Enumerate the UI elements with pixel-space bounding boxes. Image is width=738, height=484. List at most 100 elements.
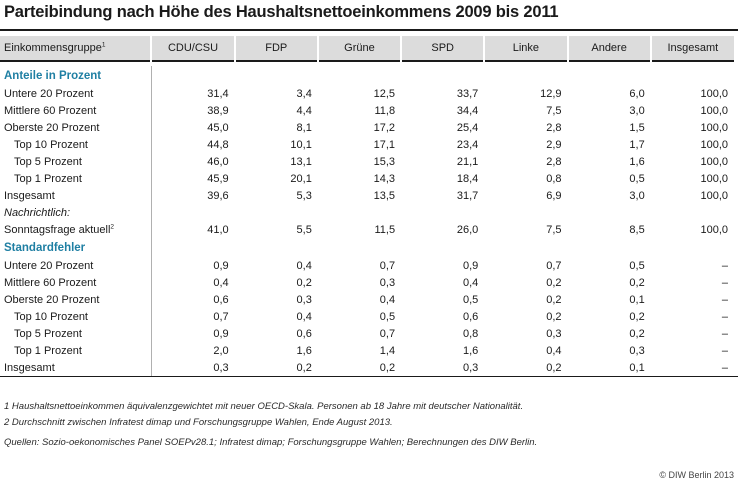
table-cell: 31,4 [207, 88, 229, 101]
table-cell: 21,1 [456, 156, 479, 168]
table-cell: 12,5 [373, 88, 396, 101]
table-cell: 0,1 [629, 294, 645, 307]
table-cell: 41,0 [207, 223, 229, 236]
table-cell: 38,9 [207, 105, 229, 118]
table-cell: 3,4 [296, 88, 312, 101]
table-cell: 2,9 [546, 139, 562, 152]
table-cell: 13,5 [373, 189, 396, 202]
table-row: Top 5 Prozent 46,0 13,1 15,3 21,1 2,8 1,6 100,0 [0, 153, 734, 171]
row-label: Top 1 Prozent [0, 342, 152, 360]
table-cell: 0,4 [296, 260, 312, 273]
table-cell: 1,4 [379, 344, 396, 357]
table-cell: 17,1 [373, 139, 396, 152]
row-label: Sonntagsfrage aktuell2 [0, 221, 152, 239]
table-cell: 100,0 [700, 88, 728, 101]
table-cell: 7,5 [546, 105, 562, 118]
table-cell: 3,0 [629, 189, 645, 202]
header-cdu-csu: CDU/CSU [150, 36, 235, 61]
table-cell: 0,2 [296, 277, 312, 290]
table-row: Top 1 Prozent 2,0 1,6 1,4 1,6 0,4 0,3 – [0, 342, 734, 360]
table-cell: 5,3 [296, 189, 312, 202]
table-row: Top 10 Prozent 0,7 0,4 0,5 0,6 0,2 0,2 – [0, 308, 734, 326]
footnote-1: 1 Haushaltsnettoeinkommen äquivalenzgewi… [4, 401, 524, 412]
sources-note: Quellen: Sozio-oekonomisches Panel SOEPv… [4, 437, 538, 448]
table-cell: 0,2 [296, 361, 312, 374]
table-cell: 44,8 [207, 139, 229, 152]
row-label: Untere 20 Prozent [0, 86, 152, 103]
header-andere: Andere [566, 36, 651, 61]
table-cell: 45,0 [207, 122, 229, 135]
table-cell: 0,8 [546, 172, 562, 185]
table-cell: 0,7 [379, 260, 396, 273]
table-row: Oberste 20 Prozent 45,0 8,1 17,2 25,4 2,8 1,5 1… [0, 119, 734, 137]
table-cell: 0,5 [379, 311, 396, 324]
table-cell: – [721, 294, 728, 307]
table-cell: 0,2 [629, 328, 645, 341]
table-cell: 0,7 [379, 328, 396, 341]
table-cell: 100,0 [700, 172, 728, 185]
table-cell: 0,3 [462, 361, 479, 374]
table-cell: 8,1 [296, 122, 312, 135]
table-row: Oberste 20 Prozent 0,6 0,3 0,4 0,5 0,2 0,1 – [0, 291, 734, 309]
table-cell: 25,4 [456, 122, 479, 135]
table-cell: 0,4 [546, 344, 562, 357]
table-cell: 0,7 [546, 260, 562, 273]
nachrichtlich-row: Nachrichtlich: [0, 204, 734, 222]
table-cell: 0,5 [629, 260, 645, 273]
table-cell: 0,2 [546, 277, 562, 290]
copyright: © DIW Berlin 2013 [659, 470, 734, 480]
table-cell: 0,9 [462, 260, 479, 273]
table-cell: 46,0 [207, 156, 229, 168]
table-cell: 10,1 [290, 139, 312, 152]
header-linke: Linke [483, 36, 568, 61]
table-cell: 39,6 [207, 189, 229, 202]
table-row: Untere 20 Prozent 31,4 3,4 12,5 33,7 12,9 6,0 1… [0, 86, 734, 103]
section-standardfehler-label: Standardfehler [0, 238, 152, 259]
table-cell: 0,4 [462, 277, 479, 290]
table-row: Insgesamt 39,6 5,3 13,5 31,7 6,9 3,0 100,0 [0, 187, 734, 205]
table-cell: 0,2 [546, 294, 562, 307]
table-cell: 33,7 [456, 88, 479, 101]
table-row: Insgesamt 0,3 0,2 0,2 0,3 0,2 0,1 – [0, 359, 734, 377]
table-cell: 7,5 [546, 223, 562, 236]
section-anteile-label: Anteile in Prozent [0, 66, 152, 86]
row-label: Mittlere 60 Prozent [0, 102, 152, 120]
table-cell: 1,6 [629, 156, 645, 168]
table-cell: 2,0 [213, 344, 229, 357]
table-cell: 1,7 [629, 139, 645, 152]
table-cell: 1,5 [629, 122, 645, 135]
table-cell: 0,6 [213, 294, 229, 307]
table-row: Sonntagsfrage aktuell2 41,0 5,5 11,5 26,0 7,5… [0, 221, 734, 239]
table-cell: 13,1 [290, 156, 312, 168]
section-standardfehler: Standardfehler [0, 238, 734, 259]
table-cell: 100,0 [700, 139, 728, 152]
table-cell: 100,0 [700, 189, 728, 202]
table-cell: 26,0 [456, 223, 479, 236]
table-cell: 20,1 [290, 172, 312, 185]
table-cell: 0,2 [546, 361, 562, 374]
header-spd: SPD [400, 36, 485, 61]
table-cell: 0,2 [629, 277, 645, 290]
table-cell: 100,0 [700, 223, 728, 236]
table-cell: 0,6 [462, 311, 479, 324]
row-label: Insgesamt [0, 359, 152, 377]
table-row: Untere 20 Prozent 0,9 0,4 0,7 0,9 0,7 0,5 – [0, 258, 734, 275]
table-row: Top 10 Prozent 44,8 10,1 17,1 23,4 2,9 1,7 100,… [0, 136, 734, 154]
table-cell: 0,9 [213, 328, 229, 341]
table-cell: 0,2 [629, 311, 645, 324]
table-cell: 0,6 [296, 328, 312, 341]
row-label: Oberste 20 Prozent [0, 119, 152, 137]
table-cell: 0,4 [213, 277, 229, 290]
table-cell: 0,3 [379, 277, 396, 290]
table-cell: 100,0 [700, 156, 728, 168]
row-label: Insgesamt [0, 187, 152, 205]
table-cell: 23,4 [456, 139, 479, 152]
table-cell: 0,7 [213, 311, 229, 324]
table-cell: 11,5 [374, 223, 396, 236]
table-cell: 11,8 [374, 105, 396, 118]
table-cell: 0,2 [379, 361, 396, 374]
nachrichtlich-label: Nachrichtlich: [0, 204, 152, 222]
table-cell: 0,3 [296, 294, 312, 307]
table-title: Parteibindung nach Höhe des Haushaltsnet… [4, 3, 559, 21]
table-cell: – [721, 277, 728, 290]
